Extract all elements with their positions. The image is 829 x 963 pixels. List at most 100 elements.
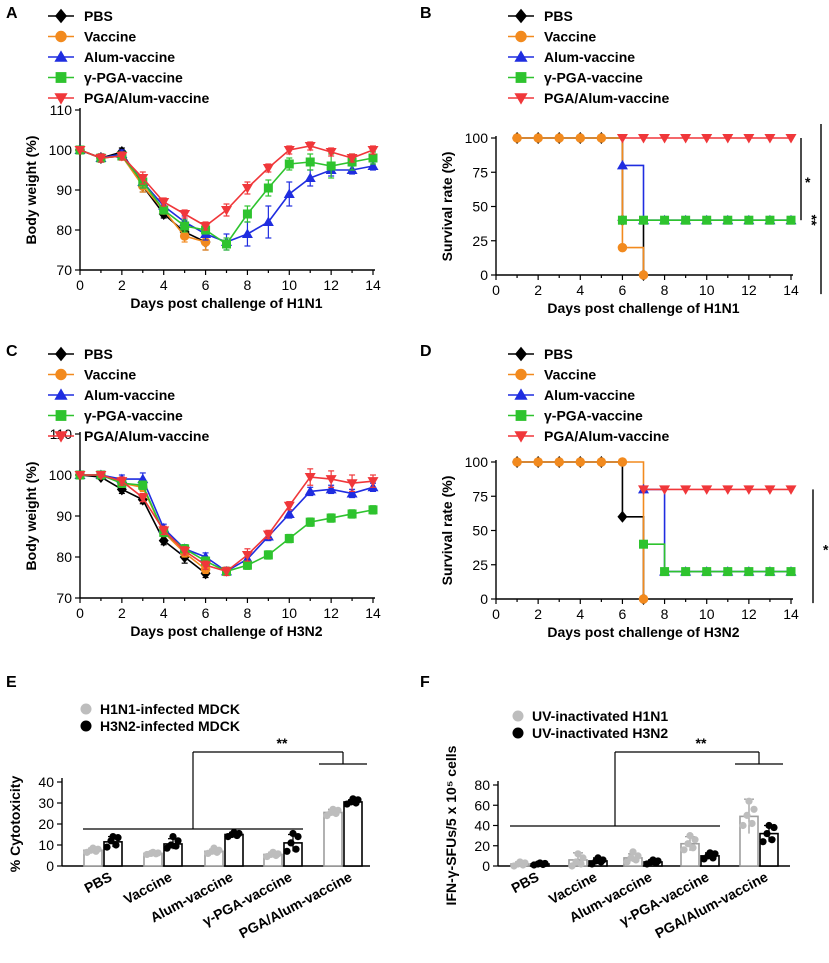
y-tick-label: 0 xyxy=(480,591,488,607)
data-point xyxy=(516,858,524,866)
legend: PBS Vaccine Alum-vaccine γ-PGA-vaccine PGA/A… xyxy=(508,8,669,106)
data-point xyxy=(574,850,582,858)
data-point xyxy=(158,526,170,536)
data-point xyxy=(242,560,252,570)
series-pbs xyxy=(512,456,649,605)
legend-label: PGA/Alum-vaccine xyxy=(544,90,669,106)
x-tick-label: 4 xyxy=(576,282,584,298)
legend-marker xyxy=(515,8,527,24)
data-point xyxy=(639,539,648,549)
data-point xyxy=(158,534,169,547)
data-point xyxy=(723,215,733,225)
y-tick-label: 75 xyxy=(472,488,488,504)
data-point xyxy=(512,457,522,467)
series-pga-alum-vaccine xyxy=(638,485,797,495)
data-point xyxy=(167,841,175,849)
x-tick-label: 8 xyxy=(244,605,252,621)
significance-label: ** xyxy=(804,215,820,226)
legend-marker xyxy=(55,346,67,362)
data-point xyxy=(638,134,649,144)
y-tick-label: 90 xyxy=(56,508,72,524)
series-pga-alum-vaccine xyxy=(616,134,797,144)
data-point xyxy=(325,148,337,158)
data-point xyxy=(627,854,635,862)
x-tick-label: 12 xyxy=(741,282,757,298)
x-axis-label: Days post challenge of H3N2 xyxy=(547,624,739,640)
data-point xyxy=(287,839,295,847)
data-point xyxy=(304,485,316,496)
legend-label: γ-PGA-vaccine xyxy=(544,70,643,86)
data-point xyxy=(74,471,86,481)
panel-letter-d: D xyxy=(420,343,432,360)
data-point xyxy=(368,505,378,515)
x-tick-label: 10 xyxy=(281,277,297,293)
data-point xyxy=(346,479,358,489)
data-point xyxy=(269,848,277,856)
series--pga-vaccine xyxy=(639,539,796,577)
legend-marker xyxy=(515,30,527,43)
legend-marker xyxy=(515,346,527,362)
x-axis-label: Days post challenge of H3N2 xyxy=(130,623,322,639)
data-point xyxy=(706,849,714,857)
legend-label: PBS xyxy=(544,8,573,24)
data-point xyxy=(680,134,692,144)
significance-label: * xyxy=(805,174,811,190)
legend-marker xyxy=(55,72,67,83)
series-uv-inactivated-h3n2 xyxy=(530,821,779,869)
data-point xyxy=(95,471,107,481)
data-point xyxy=(284,534,294,544)
data-point xyxy=(283,847,291,855)
data-point xyxy=(159,205,169,215)
x-tick-label: 14 xyxy=(365,277,381,293)
data-point xyxy=(289,829,297,838)
data-point xyxy=(346,487,358,498)
series-line xyxy=(622,164,791,221)
x-tick-label: 6 xyxy=(619,282,627,298)
data-point xyxy=(616,134,628,144)
x-tick-label: 8 xyxy=(661,606,669,622)
data-point xyxy=(242,209,252,219)
data-point xyxy=(617,242,628,253)
data-point xyxy=(745,797,753,805)
series-pbs xyxy=(512,132,649,281)
data-point xyxy=(263,183,273,193)
x-tick-label: 0 xyxy=(492,606,500,622)
data-point xyxy=(326,513,336,523)
data-point xyxy=(305,517,315,527)
legend-marker xyxy=(54,93,68,105)
data-point xyxy=(149,848,157,856)
data-point xyxy=(743,485,755,495)
y-tick-label: 70 xyxy=(56,590,72,606)
data-point xyxy=(579,854,587,862)
y-tick-label: 70 xyxy=(56,262,72,278)
x-tick-label: 14 xyxy=(365,605,381,621)
legend-label: H3N2-infected MDCK xyxy=(100,718,240,734)
data-point xyxy=(368,153,378,163)
data-point xyxy=(262,216,274,226)
x-tick-label: 12 xyxy=(323,277,339,293)
legend-label: Alum-vaccine xyxy=(544,387,635,403)
data-point xyxy=(629,848,637,856)
legend-label: UV-inactivated H1N1 xyxy=(532,708,668,724)
data-point xyxy=(689,844,697,852)
y-tick-label: 80 xyxy=(56,549,72,565)
data-point xyxy=(554,133,564,143)
x-tick-label: 10 xyxy=(699,606,715,622)
x-tick-label: 4 xyxy=(160,277,168,293)
significance-label: ** xyxy=(277,735,288,751)
data-point xyxy=(137,493,149,504)
data-point xyxy=(200,561,212,571)
data-point xyxy=(241,550,253,561)
legend-label: Vaccine xyxy=(544,29,596,45)
data-point xyxy=(305,157,315,167)
data-point xyxy=(241,184,253,194)
legend-marker xyxy=(514,50,528,62)
legend-label: PGA/Alum-vaccine xyxy=(84,428,209,444)
data-point xyxy=(325,475,337,485)
data-point xyxy=(763,830,771,838)
data-point xyxy=(750,805,758,813)
panel-d: 0 25 50 75 100 0 2 4 6 8 10 12 14 Days post challenge… xyxy=(439,346,829,640)
y-tick-label: 75 xyxy=(472,164,488,180)
panel-e: 0 10 20 30 40 % Cytotoxicity H1N1-infected MDC… xyxy=(7,701,370,941)
